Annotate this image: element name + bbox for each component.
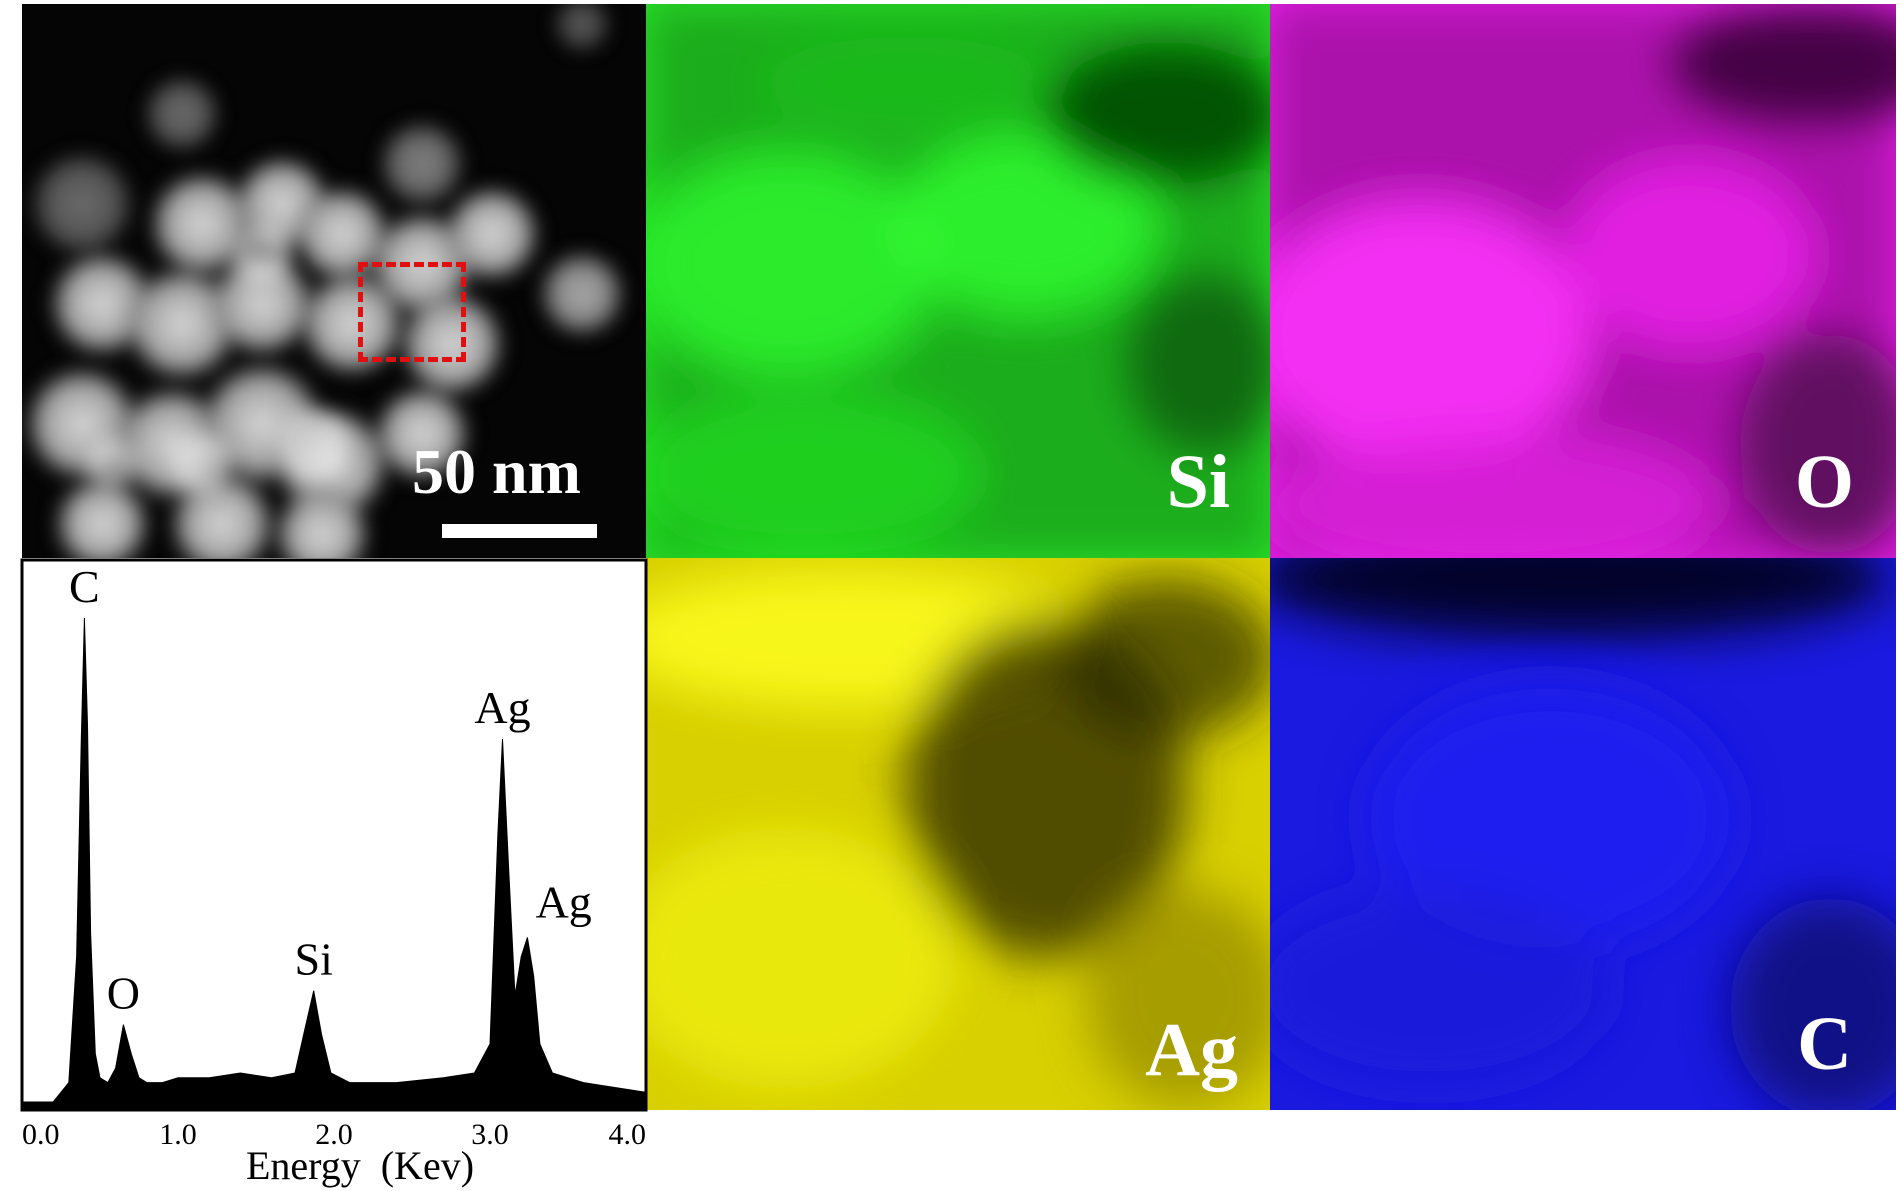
- peak-label-o: O: [107, 968, 140, 1019]
- c-map: [1270, 558, 1896, 1110]
- c-map-panel: C: [1270, 558, 1896, 1110]
- ag-map: [646, 558, 1270, 1110]
- eds-spectrum-chart: 0.0 1.0 2.0 3.0 4.0 C O Si Ag Ag Energy (Kev): [20, 558, 648, 1188]
- plot-frame: [20, 558, 648, 1112]
- x-tick-label: 4.0: [609, 1118, 647, 1151]
- si-map-panel: Si: [646, 4, 1270, 558]
- x-tick-label: 1.0: [159, 1118, 197, 1151]
- x-tick-label: 3.0: [471, 1118, 509, 1151]
- si-map: [646, 4, 1270, 558]
- peak-label-ag: Ag: [474, 682, 530, 733]
- sem-image: [22, 4, 646, 558]
- map-label-ag: Ag: [1145, 1008, 1238, 1092]
- ag-map-panel: Ag: [646, 558, 1270, 1110]
- o-map: [1270, 4, 1896, 558]
- x-tick-label: 0.0: [22, 1118, 60, 1151]
- sem-image-panel: 50 nm: [22, 4, 646, 558]
- eds-spectrum-panel: 0.0 1.0 2.0 3.0 4.0 C O Si Ag Ag Energy (Kev): [0, 558, 660, 1191]
- x-axis-label: Energy (Kev): [246, 1143, 474, 1188]
- map-label-si: Si: [1166, 440, 1230, 524]
- peak-label-c: C: [69, 561, 100, 612]
- scale-bar: [442, 524, 597, 538]
- peak-label-si: Si: [295, 934, 333, 985]
- map-label-o: O: [1794, 440, 1854, 524]
- selected-region-box: [358, 262, 466, 362]
- o-map-panel: O: [1270, 4, 1896, 558]
- x-tick-label: 2.0: [315, 1118, 353, 1151]
- scale-bar-label: 50 nm: [412, 436, 581, 507]
- spectrum-area: [21, 617, 647, 1111]
- peak-label-ag: Ag: [536, 876, 592, 927]
- map-label-c: C: [1797, 1002, 1852, 1086]
